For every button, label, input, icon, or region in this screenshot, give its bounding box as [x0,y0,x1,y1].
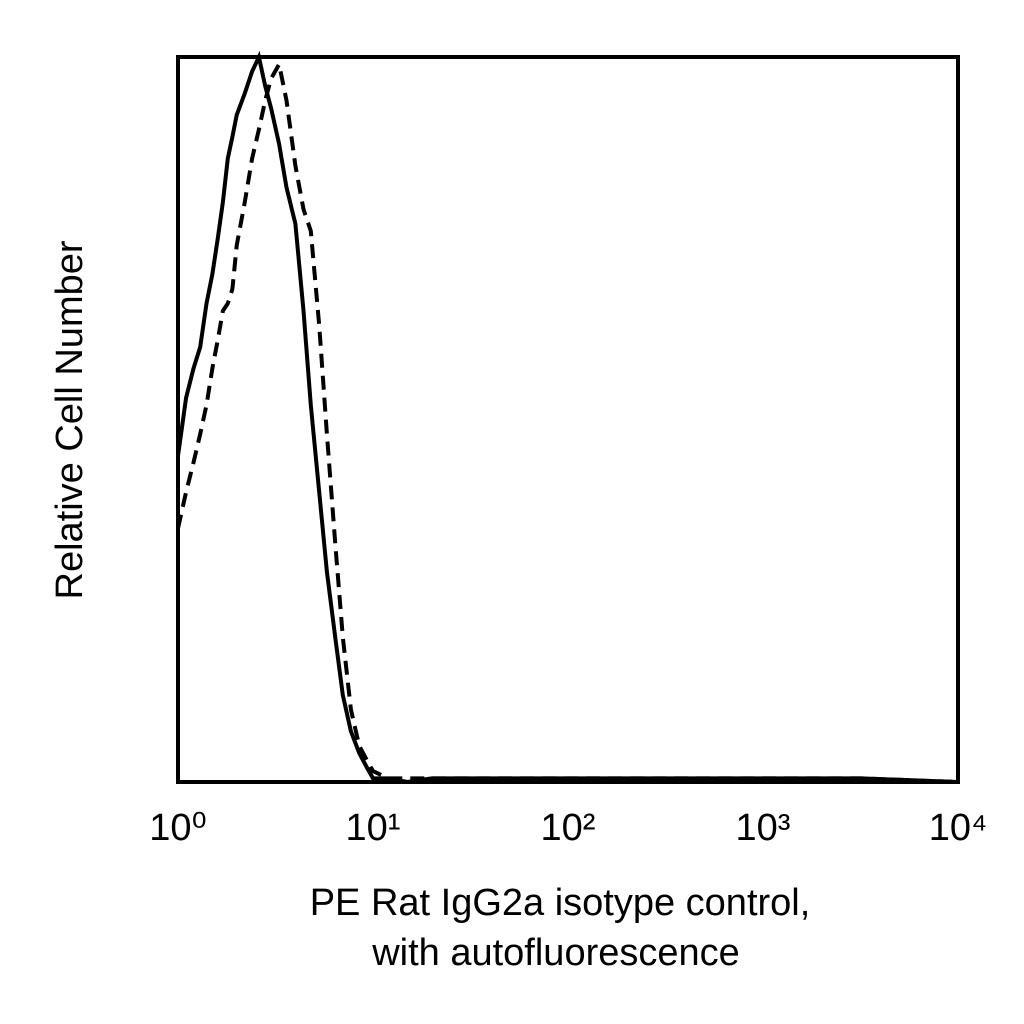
plot-frame [176,55,960,784]
x-tick-label: 10³ [736,807,791,849]
x-tick-label: 10⁴ [929,807,988,849]
x-axis-label: with autofluorescence [371,932,740,974]
x-tick-label: 10⁰ [149,807,207,849]
x-axis-label: PE Rat IgG2a isotype control, [310,882,811,924]
x-tick-label: 10² [541,807,596,849]
histogram-line [176,58,959,784]
x-tick-label: 10¹ [346,807,401,849]
y-axis-label: Relative Cell Number [49,240,91,599]
